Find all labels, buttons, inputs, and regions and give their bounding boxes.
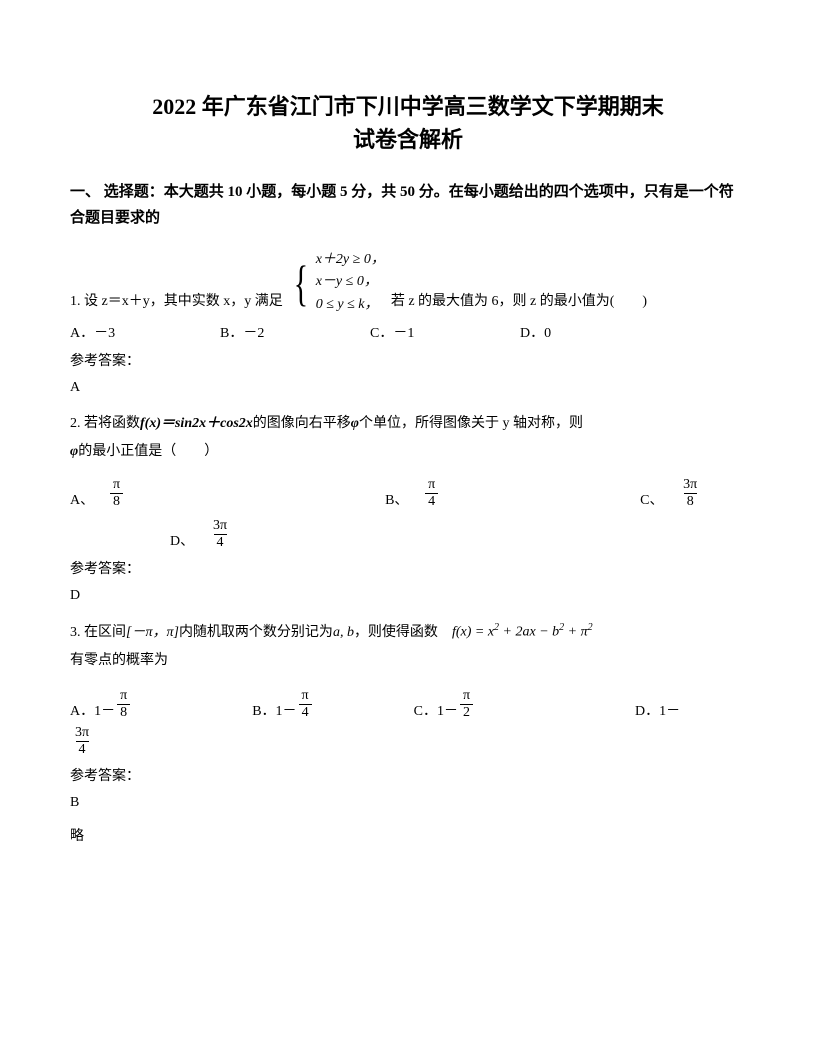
frac-den: 8 — [117, 704, 130, 720]
frac-num: 3π — [680, 478, 700, 493]
brace-icon: { — [294, 258, 308, 308]
q2-pre: 2. 若将函数 — [70, 410, 140, 438]
q1-opt-a: A．－3 — [70, 322, 220, 342]
q2-post2: 的最小正值是（ ） — [78, 438, 218, 466]
frac-den: 8 — [110, 493, 123, 509]
frac-num: 3π — [72, 726, 92, 741]
frac-num: π — [299, 689, 312, 704]
q1-post: 若 z 的最大值为 6，则 z 的最小值为( ) — [391, 288, 647, 316]
q2-opt-c-label: C、 — [640, 489, 678, 509]
q3-line2-text: 有零点的概率为 — [70, 647, 168, 675]
q2-frac-c: 3π 8 — [680, 478, 700, 509]
q2-frac-d: 3π 4 — [210, 519, 230, 550]
frac-num: 3π — [210, 519, 230, 534]
q1-pre: 1. 设 z＝x＋y，其中实数 x，y 满足 — [70, 288, 283, 316]
q2-phi2: φ — [70, 438, 78, 466]
frac-den: 2 — [460, 704, 473, 720]
q1-sys-lines: x＋2y ≥ 0， x－y ≤ 0， 0 ≤ y ≤ k， — [316, 249, 385, 316]
question-1: 1. 设 z＝x＋y，其中实数 x，y 满足 { x＋2y ≥ 0， x－y ≤… — [70, 249, 746, 316]
q3-fx: f(x) = x2 + 2ax − b2 + π2 — [452, 618, 593, 647]
q3-interval: [－π，π] — [126, 619, 179, 647]
q3-line1: 3. 在区间 [－π，π] 内随机取两个数分别记为 a, b ，则使得函数 f(… — [70, 618, 746, 647]
q3-ab: a, b — [333, 619, 354, 647]
q3-opt-c-label: C．1－ — [414, 700, 458, 720]
q1-sys3: 0 ≤ y ≤ k， — [316, 294, 385, 316]
q1-opt-b: B．－2 — [220, 322, 370, 342]
q2-ans-label: 参考答案： — [70, 558, 746, 578]
fx-part3: + π — [564, 625, 587, 640]
q2-options-row1: A、 π 8 B、 π 4 C、 3π 8 — [70, 478, 746, 509]
q1-system: { x＋2y ≥ 0， x－y ≤ 0， 0 ≤ y ≤ k， — [289, 249, 385, 316]
q3-options-row2: 3π 4 — [70, 726, 746, 757]
q3-line2: 有零点的概率为 — [70, 647, 746, 675]
q3-opt-b-label: B．1－ — [252, 700, 296, 720]
q2-line2: φ 的最小正值是（ ） — [70, 438, 746, 466]
q2-opt-d-label: D、 — [170, 530, 208, 550]
q3-frac-c: π 2 — [460, 689, 473, 720]
q2-frac-a: π 8 — [110, 478, 123, 509]
frac-den: 4 — [299, 704, 312, 720]
q3-note: 略 — [70, 825, 746, 845]
fx-part2: + 2ax − b — [499, 625, 559, 640]
q2-mid: 的图像向右平移 — [253, 410, 351, 438]
q2-line1: 2. 若将函数 f(x)＝sin2x＋cos2x 的图像向右平移 φ 个单位，所… — [70, 410, 746, 438]
q3-frac-a: π 8 — [117, 689, 130, 720]
q2-phi: φ — [351, 410, 359, 438]
q3-options-row1: A．1－ π 8 B．1－ π 4 C．1－ π 2 D．1－ — [70, 689, 746, 720]
q2-func: f(x)＝sin2x＋cos2x — [140, 410, 253, 438]
q1-opt-c: C．－1 — [370, 322, 520, 342]
q1-sys1: x＋2y ≥ 0， — [316, 249, 385, 271]
q3-opt-d-label: D．1－ — [635, 700, 680, 720]
q3-mid2: ，则使得函数 — [354, 619, 452, 647]
q3-opt-a-label: A．1－ — [70, 700, 115, 720]
q3-mid1: 内随机取两个数分别记为 — [179, 619, 333, 647]
frac-den: 8 — [684, 493, 697, 509]
q3-ans: B — [70, 795, 746, 811]
q3-ans-label: 参考答案： — [70, 765, 746, 785]
title-line-2: 试卷含解析 — [70, 123, 746, 156]
frac-den: 4 — [76, 741, 89, 757]
q1-opt-d: D．0 — [520, 322, 551, 342]
q1-stem: 1. 设 z＝x＋y，其中实数 x，y 满足 { x＋2y ≥ 0， x－y ≤… — [70, 249, 746, 316]
q2-ans: D — [70, 588, 746, 604]
frac-num: π — [117, 689, 130, 704]
q1-options: A．－3 B．－2 C．－1 D．0 — [70, 322, 746, 342]
q3-frac-b: π 4 — [299, 689, 312, 720]
frac-den: 4 — [425, 493, 438, 509]
title-line-1: 2022 年广东省江门市下川中学高三数学文下学期期末 — [70, 90, 746, 123]
q1-ans-label: 参考答案： — [70, 350, 746, 370]
section-header: 一、 选择题：本大题共 10 小题，每小题 5 分，共 50 分。在每小题给出的… — [70, 180, 746, 231]
q2-post1: 个单位，所得图像关于 y 轴对称，则 — [359, 410, 583, 438]
frac-num: π — [460, 689, 473, 704]
page-title: 2022 年广东省江门市下川中学高三数学文下学期期末 试卷含解析 — [70, 90, 746, 156]
q2-options-row2: D、 3π 4 — [70, 519, 746, 550]
q3-frac-d: 3π 4 — [72, 726, 92, 757]
fx-part1: f(x) = x — [452, 625, 494, 640]
question-3: 3. 在区间 [－π，π] 内随机取两个数分别记为 a, b ，则使得函数 f(… — [70, 618, 746, 675]
frac-num: π — [110, 478, 123, 493]
frac-den: 4 — [214, 534, 227, 550]
sup-2: 2 — [588, 622, 593, 633]
q3-pre: 3. 在区间 — [70, 619, 126, 647]
q1-sys2: x－y ≤ 0， — [316, 271, 385, 293]
frac-num: π — [425, 478, 438, 493]
q2-opt-b-label: B、 — [385, 489, 423, 509]
q1-ans: A — [70, 380, 746, 396]
q2-opt-a-label: A、 — [70, 489, 108, 509]
page: 2022 年广东省江门市下川中学高三数学文下学期期末 试卷含解析 一、 选择题：… — [0, 0, 816, 1056]
q2-frac-b: π 4 — [425, 478, 438, 509]
question-2: 2. 若将函数 f(x)＝sin2x＋cos2x 的图像向右平移 φ 个单位，所… — [70, 410, 746, 466]
